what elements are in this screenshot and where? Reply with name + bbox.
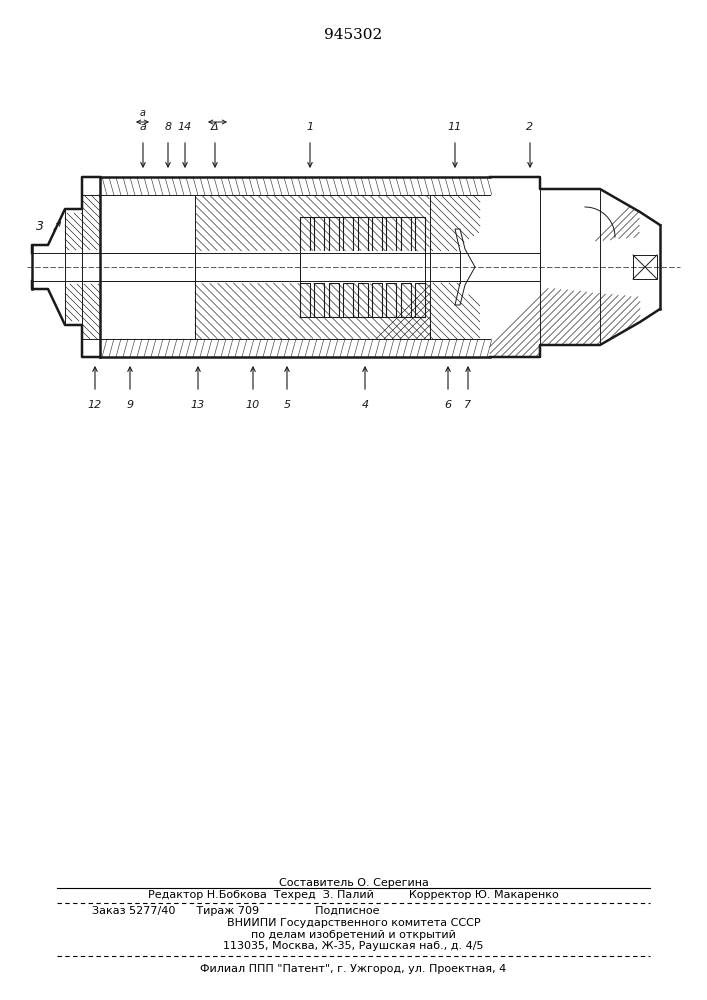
Bar — [32, 253, 540, 281]
Text: Δ: Δ — [211, 122, 218, 132]
Bar — [300, 217, 310, 251]
Text: a: a — [139, 122, 146, 132]
Bar — [633, 255, 657, 279]
Bar — [415, 283, 425, 317]
Bar — [343, 283, 353, 317]
Text: Заказ 5277/40      Тираж 709                Подписное: Заказ 5277/40 Тираж 709 Подписное — [92, 906, 380, 916]
Text: 6: 6 — [445, 400, 452, 410]
Text: 12: 12 — [88, 400, 102, 410]
Text: ВНИИПИ Государственного комитета СССР: ВНИИПИ Государственного комитета СССР — [227, 918, 480, 928]
Text: 7: 7 — [464, 400, 472, 410]
Bar — [300, 283, 310, 317]
Bar — [401, 283, 411, 317]
Text: 10: 10 — [246, 400, 260, 410]
Text: по делам изобретений и открытий: по делам изобретений и открытий — [251, 930, 456, 940]
Text: 5: 5 — [284, 400, 291, 410]
Bar — [358, 217, 368, 251]
Bar — [315, 283, 325, 317]
Bar — [329, 217, 339, 251]
Text: 945302: 945302 — [325, 28, 382, 42]
Bar — [300, 251, 425, 283]
Text: 2: 2 — [527, 122, 534, 132]
Text: 1: 1 — [306, 122, 314, 132]
Text: 13: 13 — [191, 400, 205, 410]
Bar — [343, 217, 353, 251]
Text: 9: 9 — [127, 400, 134, 410]
Text: a: a — [139, 108, 146, 118]
Bar — [372, 283, 382, 317]
Text: 113035, Москва, Ж-35, Раушская наб., д. 4/5: 113035, Москва, Ж-35, Раушская наб., д. … — [223, 941, 484, 951]
Bar — [386, 217, 396, 251]
Text: 4: 4 — [361, 400, 368, 410]
Bar — [358, 283, 368, 317]
Text: 11: 11 — [448, 122, 462, 132]
Text: Составитель О. Серегина: Составитель О. Серегина — [279, 878, 428, 888]
Bar — [315, 217, 325, 251]
Text: 14: 14 — [178, 122, 192, 132]
Bar — [372, 217, 382, 251]
Text: Редактор Н.Бобкова  Техред  З. Палий          Корректор Ю. Макаренко: Редактор Н.Бобкова Техред З. Палий Корре… — [148, 890, 559, 900]
Text: 8: 8 — [165, 122, 172, 132]
Text: Филиал ППП "Патент", г. Ужгород, ул. Проектная, 4: Филиал ППП "Патент", г. Ужгород, ул. Про… — [200, 964, 507, 974]
Bar — [386, 283, 396, 317]
Bar — [415, 217, 425, 251]
Bar — [329, 283, 339, 317]
Bar — [401, 217, 411, 251]
Text: 3: 3 — [36, 221, 44, 233]
